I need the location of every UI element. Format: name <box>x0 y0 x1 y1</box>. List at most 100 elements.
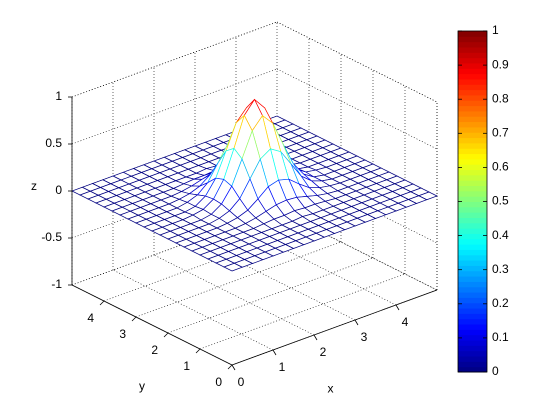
colorbar-swatch <box>458 254 487 261</box>
colorbar-swatch <box>458 84 487 91</box>
colorbar-swatch <box>458 361 487 368</box>
colorbar-swatch <box>458 78 487 85</box>
colorbar-swatch <box>458 62 487 69</box>
colorbar-swatch <box>458 41 487 48</box>
colorbar-swatch <box>458 180 487 187</box>
colorbar-swatch <box>458 302 487 309</box>
colorbar-swatch <box>458 292 487 298</box>
colorbar-tick-label: 0.6 <box>492 160 509 174</box>
y-tick-label: 0 <box>215 375 222 389</box>
colorbar-swatch <box>458 46 487 53</box>
x-tick-label: 4 <box>402 315 409 329</box>
colorbar-swatch <box>458 158 487 165</box>
x-tick-label: 0 <box>238 375 245 389</box>
z-tick-label: 1 <box>55 89 62 103</box>
colorbar-swatch <box>458 286 487 293</box>
colorbar-swatch <box>458 132 487 139</box>
colorbar-swatch <box>458 57 487 64</box>
colorbar-tick-label: 1 <box>492 23 499 37</box>
colorbar-swatch <box>458 212 487 218</box>
colorbar-tick-label: 0.7 <box>492 125 509 139</box>
colorbar-swatch <box>458 233 487 240</box>
colorbar-swatch <box>458 313 487 320</box>
colorbar-swatch <box>458 201 487 208</box>
colorbar-swatch <box>458 153 487 160</box>
colorbar-swatch <box>458 94 487 101</box>
colorbar-tick-label: 0.4 <box>492 228 509 242</box>
y-tick <box>195 348 201 354</box>
colorbar-swatch <box>458 281 487 288</box>
z-tick-label: -1 <box>51 277 62 291</box>
grid-line <box>103 225 310 302</box>
z-axis-label: z <box>31 179 37 193</box>
colorbar-tick-label: 0.9 <box>492 57 509 71</box>
colorbar-swatch <box>458 68 487 75</box>
x-axis-label: x <box>328 382 334 396</box>
z-tick-label: 0.5 <box>45 136 62 150</box>
x-tick <box>272 349 277 356</box>
x-tick-label: 2 <box>320 345 327 359</box>
colorbar-swatch <box>458 334 487 341</box>
colorbar-swatch <box>458 276 487 282</box>
colorbar-swatch <box>458 265 487 272</box>
colorbar-swatch <box>458 116 487 123</box>
colorbar-swatch <box>458 190 487 197</box>
colorbar-swatch <box>458 31 487 37</box>
colorbar-swatch <box>458 169 487 176</box>
colorbar-swatch <box>458 297 487 304</box>
y-tick-label: 1 <box>183 359 190 373</box>
y-axis <box>71 284 233 366</box>
colorbar-tick-label: 0.5 <box>492 194 509 208</box>
colorbar-tick-label: 0.2 <box>492 296 509 310</box>
colorbar-swatch <box>458 270 487 277</box>
colorbar-tick-label: 0 <box>492 364 499 378</box>
colorbar-swatch <box>458 238 487 245</box>
grid-line <box>71 68 278 145</box>
grid-line <box>135 241 342 318</box>
colorbar-swatch <box>458 36 487 43</box>
colorbar-swatch <box>458 222 487 229</box>
colorbar-swatch <box>458 249 487 256</box>
colorbar-tick-label: 0.3 <box>492 262 509 276</box>
colorbar-swatch <box>458 345 487 352</box>
colorbar-swatch <box>458 142 487 149</box>
x-tick-label: 3 <box>361 330 368 344</box>
colorbar-swatch <box>458 89 487 96</box>
mesh-cell <box>223 262 244 272</box>
x-tick <box>313 334 318 341</box>
z-tick-label: 0 <box>55 183 62 197</box>
colorbar-swatch <box>458 126 487 133</box>
colorbar-swatch <box>458 174 487 181</box>
colorbar-swatch <box>458 228 487 234</box>
colorbar-swatch <box>458 366 487 373</box>
y-axis-label: y <box>139 379 145 393</box>
y-tick-label: 3 <box>119 327 126 341</box>
x-tick-label: 1 <box>279 360 286 374</box>
colorbar-swatch <box>458 121 487 128</box>
z-tick-label: -0.5 <box>41 230 62 244</box>
y-tick <box>227 364 233 370</box>
x-tick <box>354 319 359 326</box>
colorbar-swatch <box>458 164 487 171</box>
x-axis <box>231 289 438 366</box>
colorbar-swatch <box>458 206 487 213</box>
y-tick <box>99 300 105 306</box>
axis-box <box>71 209 278 286</box>
colorbar-swatch <box>458 244 487 250</box>
colorbar-swatch <box>458 100 487 107</box>
colorbar-swatch <box>458 196 487 202</box>
colorbar-tick-label: 0.8 <box>492 91 509 105</box>
colorbar-swatch <box>458 324 487 330</box>
y-tick <box>131 316 137 322</box>
colorbar-swatch <box>458 148 487 155</box>
colorbar-swatch <box>458 350 487 357</box>
colorbar-swatch <box>458 340 487 346</box>
grid-line <box>71 162 278 239</box>
colorbar-swatch <box>458 318 487 325</box>
y-tick <box>163 332 169 338</box>
colorbar-swatch <box>458 356 487 362</box>
y-tick-label: 4 <box>87 311 94 325</box>
colorbar-swatch <box>458 73 487 80</box>
colorbar-swatch <box>458 105 487 112</box>
